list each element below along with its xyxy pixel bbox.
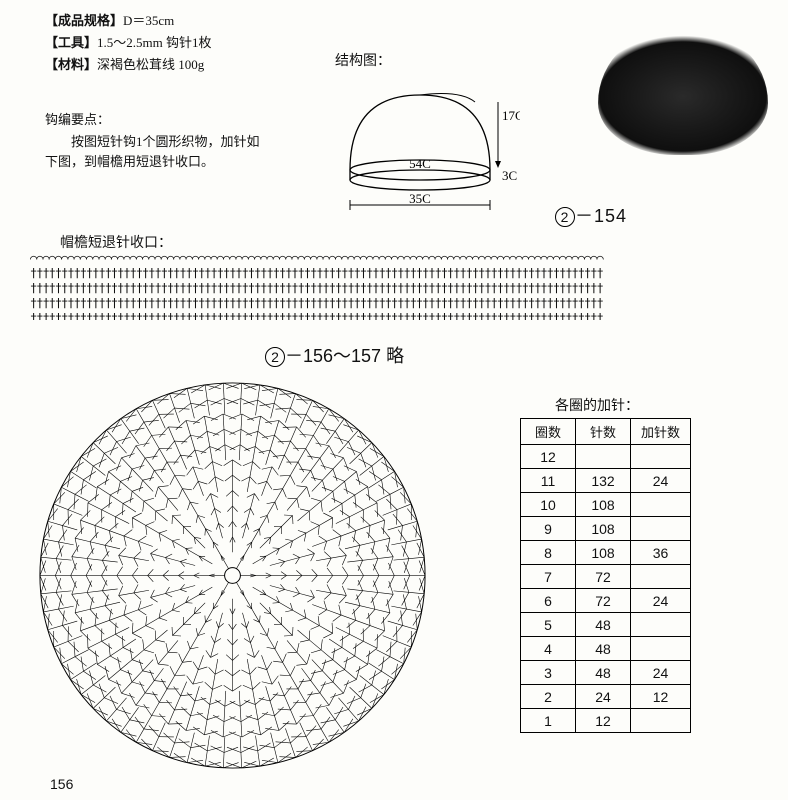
inc-cell-round: 9 (521, 517, 576, 541)
circular-chart (35, 378, 430, 773)
instructions-body: 按图短针钩1个圆形织物，加针如下图，到帽檐用短退针收口。 (45, 132, 265, 172)
brim-stitch-row: ††††††††††††††††††††††††††††††††††††††††… (30, 297, 760, 312)
inc-table-row: 22412 (521, 685, 691, 709)
brim-stitch-row: ††††††††††††††††††††††††††††††††††††††††… (30, 267, 760, 282)
inc-cell-round: 7 (521, 565, 576, 589)
inc-cell-inc (631, 637, 691, 661)
inc-cell-stitches (576, 445, 631, 469)
brim-stitch-row: ††††††††††††††††††††††††††††††††††††††††… (30, 312, 760, 320)
inc-cell-inc (631, 445, 691, 469)
mid-title: 2－156～157 略 (265, 342, 404, 368)
mid-title-text: －156～157 略 (285, 346, 404, 366)
inc-cell-stitches: 48 (576, 637, 631, 661)
inc-cell-round: 3 (521, 661, 576, 685)
circled-two-icon: 2 (555, 207, 575, 227)
spec-tool-label: 【工具】 (45, 35, 97, 50)
inc-cell-stitches: 132 (576, 469, 631, 493)
inc-cell-inc: 24 (631, 589, 691, 613)
inc-table-row: 772 (521, 565, 691, 589)
inc-table-row: 112 (521, 709, 691, 733)
inc-cell-inc (631, 493, 691, 517)
pattern-id-suffix: －154 (575, 206, 627, 226)
structure-diagram: 54C 17C 3C 35C (320, 60, 520, 210)
spec-material-label: 【材料】 (45, 57, 97, 72)
inc-table-header-row: 圈数 针数 加针数 (521, 419, 691, 445)
inc-cell-inc (631, 613, 691, 637)
spec-tool: 【工具】1.5～2.5mm 钩针1枚 (45, 32, 212, 54)
inc-cell-round: 6 (521, 589, 576, 613)
inc-cell-round: 11 (521, 469, 576, 493)
page-number: 156 (50, 776, 73, 792)
circled-two-icon: 2 (265, 347, 285, 367)
dim-circumference: 54C (409, 156, 431, 171)
spec-material: 【材料】深褐色松茸线 100g (45, 54, 212, 76)
inc-cell-stitches: 12 (576, 709, 631, 733)
inc-cell-stitches: 48 (576, 613, 631, 637)
spec-block: 【成品规格】D＝35cm 【工具】1.5～2.5mm 钩针1枚 【材料】深褐色松… (45, 10, 212, 76)
dim-height: 17C (502, 108, 520, 123)
inc-cell-round: 2 (521, 685, 576, 709)
inc-cell-inc (631, 709, 691, 733)
inc-table-row: 67224 (521, 589, 691, 613)
th-stitches: 针数 (576, 419, 631, 445)
dim-brim: 3C (502, 168, 517, 183)
inc-cell-round: 1 (521, 709, 576, 733)
spec-material-value: 深褐色松茸线 100g (97, 57, 204, 72)
th-round: 圈数 (521, 419, 576, 445)
inc-cell-stitches: 48 (576, 661, 631, 685)
inc-cell-stitches: 108 (576, 493, 631, 517)
inc-table-row: 34824 (521, 661, 691, 685)
inc-cell-stitches: 24 (576, 685, 631, 709)
inc-cell-stitches: 108 (576, 541, 631, 565)
th-inc: 加针数 (631, 419, 691, 445)
inc-cell-inc: 24 (631, 469, 691, 493)
inc-cell-stitches: 72 (576, 589, 631, 613)
spec-tool-value: 1.5～2.5mm 钩针1枚 (97, 35, 211, 50)
inc-table: 圈数 针数 加针数 121113224101089108810836772672… (520, 418, 691, 733)
inc-table-row: 448 (521, 637, 691, 661)
brim-stitch-row: ††††††††††††††††††††††††††††††††††††††††… (30, 282, 760, 297)
inc-table-row: 1113224 (521, 469, 691, 493)
inc-cell-round: 5 (521, 613, 576, 637)
spec-size-label: 【成品规格】 (45, 13, 123, 28)
inc-cell-stitches: 108 (576, 517, 631, 541)
inc-cell-round: 10 (521, 493, 576, 517)
inc-cell-inc (631, 517, 691, 541)
pattern-id: 2－154 (555, 202, 627, 228)
spec-size: 【成品规格】D＝35cm (45, 10, 212, 32)
inc-cell-inc (631, 565, 691, 589)
inc-cell-round: 8 (521, 541, 576, 565)
inc-table-row: 12 (521, 445, 691, 469)
inc-cell-round: 4 (521, 637, 576, 661)
inc-cell-inc: 36 (631, 541, 691, 565)
inc-table-row: 9108 (521, 517, 691, 541)
brim-chart: ⌒⌒⌒⌒⌒⌒⌒⌒⌒⌒⌒⌒⌒⌒⌒⌒⌒⌒⌒⌒⌒⌒⌒⌒⌒⌒⌒⌒⌒⌒⌒⌒⌒⌒⌒⌒⌒⌒⌒⌒… (30, 252, 760, 320)
hat-photo (598, 25, 768, 155)
inc-table-row: 810836 (521, 541, 691, 565)
inc-table-row: 10108 (521, 493, 691, 517)
inc-cell-stitches: 72 (576, 565, 631, 589)
dim-diameter: 35C (409, 191, 431, 206)
instructions-heading: 钩编要点： (45, 110, 265, 130)
brim-top-row: ⌒⌒⌒⌒⌒⌒⌒⌒⌒⌒⌒⌒⌒⌒⌒⌒⌒⌒⌒⌒⌒⌒⌒⌒⌒⌒⌒⌒⌒⌒⌒⌒⌒⌒⌒⌒⌒⌒⌒⌒… (30, 252, 760, 267)
inc-cell-round: 12 (521, 445, 576, 469)
inc-cell-inc: 12 (631, 685, 691, 709)
instructions: 钩编要点： 按图短针钩1个圆形织物，加针如下图，到帽檐用短退针收口。 (45, 110, 265, 172)
spec-size-value: D＝35cm (123, 13, 174, 28)
brim-label: 帽檐短退针收口： (60, 232, 172, 252)
inc-table-row: 548 (521, 613, 691, 637)
inc-table-label: 各圈的加针： (555, 395, 639, 415)
inc-cell-inc: 24 (631, 661, 691, 685)
